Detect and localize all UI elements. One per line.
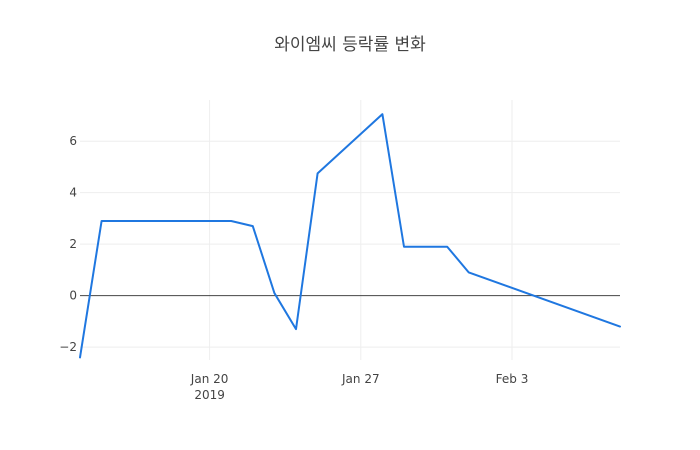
x-tick-label-0: Jan 20: [190, 372, 229, 386]
series-line-0: [79, 113, 621, 359]
x-tick-sublabel-0: 2019: [194, 388, 225, 402]
y-tick-label-1: 0: [69, 289, 77, 303]
y-tick-label-3: 4: [69, 186, 77, 200]
y-tick-label-0: −2: [59, 340, 77, 354]
x-tick-label-1: Jan 27: [341, 372, 380, 386]
y-tick-label-4: 6: [69, 134, 77, 148]
x-tick-label-2: Feb 3: [496, 372, 529, 386]
y-tick-label-2: 2: [69, 237, 77, 251]
chart-title: 와이엠씨 등락률 변화: [274, 35, 426, 55]
